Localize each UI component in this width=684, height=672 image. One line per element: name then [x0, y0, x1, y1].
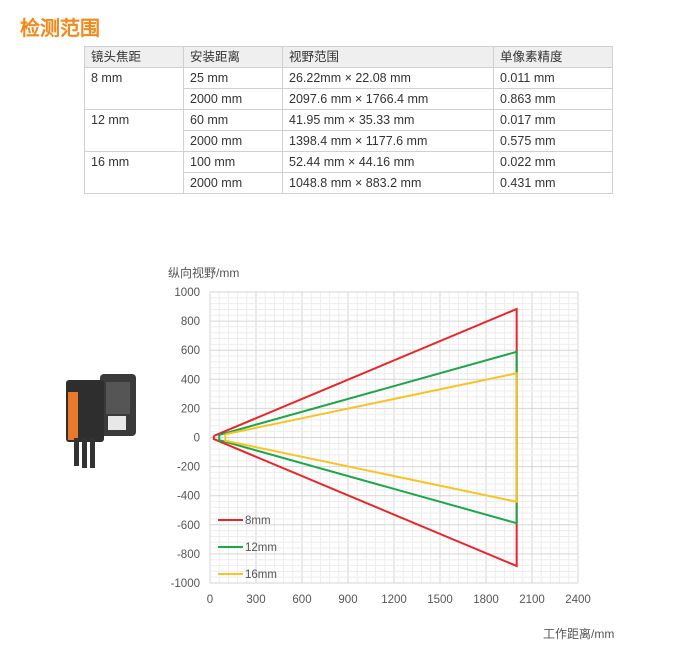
- fov-cell: 2097.6 mm × 1766.4 mm: [282, 88, 494, 110]
- distance-cell: 60 mm: [183, 109, 283, 131]
- header-focal: 镜头焦距: [84, 46, 184, 68]
- precision-cell: 0.863 mm: [493, 88, 613, 110]
- table-row: 12 mm 60 mm 41.95 mm × 35.33 mm 0.017 mm: [84, 109, 613, 152]
- x-tick-label: 0: [207, 594, 213, 606]
- y-tick-label: 0: [194, 433, 200, 445]
- focal-cell: 16 mm: [84, 151, 184, 194]
- header-fov: 视野范围: [282, 46, 494, 68]
- table-row: 2000 mm 1048.8 mm × 883.2 mm 0.431 mm: [85, 172, 613, 194]
- x-tick-label: 900: [338, 594, 357, 606]
- legend-label: 12mm: [245, 542, 277, 554]
- x-tick-label: 2100: [519, 594, 545, 606]
- distance-cell: 2000 mm: [183, 172, 283, 194]
- y-tick-label: 400: [181, 374, 200, 386]
- precision-cell: 0.022 mm: [493, 151, 613, 173]
- x-tick-label: 1500: [427, 594, 453, 606]
- series-line-16mm: [224, 372, 518, 503]
- header-distance: 安装距离: [183, 46, 283, 68]
- camera-product-image: [66, 374, 136, 468]
- fov-cell: 1048.8 mm × 883.2 mm: [282, 172, 494, 194]
- header-precision: 单像素精度: [493, 46, 613, 68]
- y-tick-label: -200: [177, 462, 200, 474]
- x-tick-label: 2400: [565, 594, 591, 606]
- y-axis-label: 纵向视野/mm: [168, 265, 239, 280]
- precision-cell: 0.575 mm: [493, 130, 613, 152]
- x-tick-label: 600: [292, 594, 311, 606]
- fov-cell: 26.22mm × 22.08 mm: [282, 67, 494, 89]
- distance-cell: 100 mm: [183, 151, 283, 173]
- series-line-12mm: [218, 350, 518, 525]
- y-tick-label: -400: [177, 491, 200, 503]
- y-tick-label: 200: [181, 403, 200, 415]
- table-row: 8 mm 25 mm 26.22mm × 22.08 mm 0.011 mm: [84, 67, 613, 110]
- y-tick-label: 800: [181, 316, 200, 328]
- precision-cell: 0.431 mm: [493, 172, 613, 194]
- series-line-8mm: [212, 307, 518, 568]
- x-tick-label: 1800: [473, 594, 499, 606]
- distance-cell: 25 mm: [183, 67, 283, 89]
- focal-cell: 12 mm: [84, 109, 184, 152]
- table-row: 2000 mm 2097.6 mm × 1766.4 mm 0.863 mm: [85, 88, 613, 110]
- y-tick-label: -600: [177, 520, 200, 532]
- y-tick-label: 600: [181, 345, 200, 357]
- x-tick-label: 1200: [381, 594, 407, 606]
- detection-range-table: 镜头焦距 安装距离 视野范围 单像素精度 8 mm 25 mm 26.22mm × …: [84, 46, 613, 194]
- section-title: 检测范围: [20, 18, 100, 40]
- legend-label: 8mm: [245, 515, 271, 527]
- x-axis-label: 工作距离/mm: [543, 626, 614, 641]
- legend-label: 16mm: [245, 569, 277, 581]
- y-tick-label: 1000: [174, 287, 200, 299]
- focal-cell: 8 mm: [84, 67, 184, 110]
- x-tick-label: 300: [246, 594, 265, 606]
- y-tick-label: -1000: [171, 578, 200, 590]
- y-tick-label: -800: [177, 549, 200, 561]
- table-row: 2000 mm 1398.4 mm × 1177.6 mm 0.575 mm: [85, 130, 613, 152]
- table-row: 16 mm 100 mm 52.44 mm × 44.16 mm 0.022 mm: [84, 151, 613, 194]
